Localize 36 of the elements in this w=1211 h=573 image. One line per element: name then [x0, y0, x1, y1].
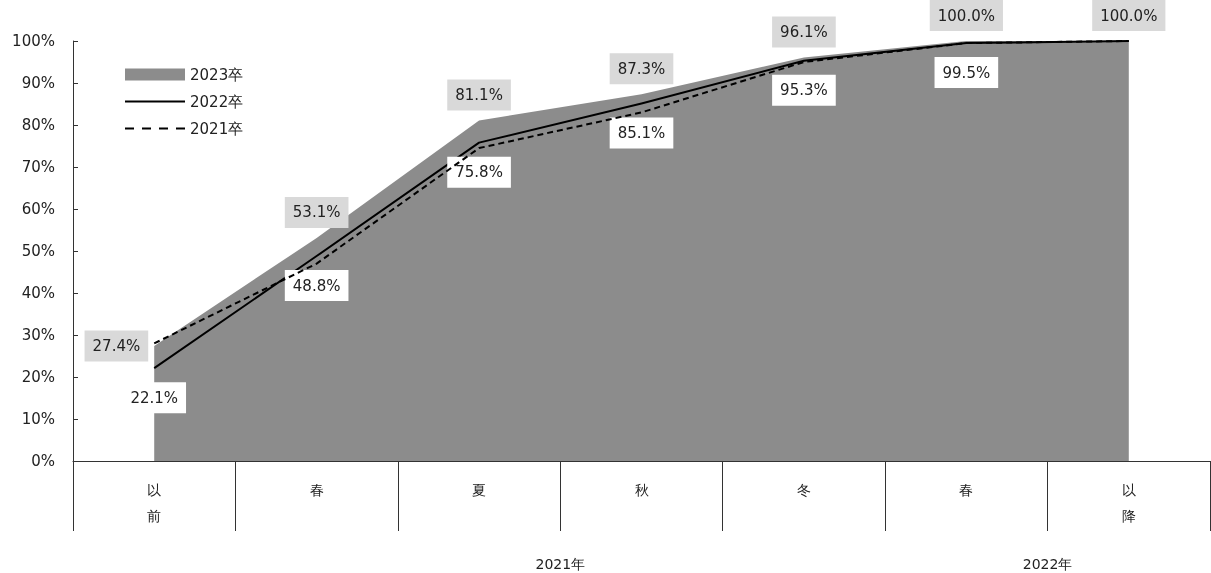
y-tick-label: 0% [31, 452, 55, 470]
data-label: 85.1% [617, 124, 666, 143]
data-label: 99.5% [942, 63, 991, 82]
y-tick-label: 100% [12, 32, 55, 50]
x-tick-label: 夏 [472, 482, 487, 498]
data-label: 100.0% [937, 6, 995, 25]
x-tick-label: 秋 [634, 482, 649, 498]
text: 2022年 [1022, 556, 1073, 572]
data-label: 53.1% [292, 203, 341, 222]
data-label: 27.4% [92, 336, 141, 355]
y-tick-label: 60% [21, 200, 55, 218]
y-tick-label: 40% [21, 284, 55, 302]
y-tick-label: 30% [21, 326, 55, 344]
y-tick-label: 70% [21, 158, 55, 176]
y-tick-label: 50% [21, 242, 55, 260]
legend-label: 2023卒 [190, 65, 244, 84]
y-tick-label: 80% [21, 116, 55, 134]
x-tick-label: 春 [309, 482, 324, 498]
legend-label: 2021卒 [190, 119, 244, 138]
legend-label: 2022卒 [190, 92, 244, 111]
y-tick-label: 10% [21, 410, 55, 428]
x-tick-label: 以前 [147, 482, 162, 524]
data-label: 100.0% [1100, 6, 1158, 25]
x-tick-label: 以降 [1121, 482, 1136, 524]
data-label: 87.3% [617, 59, 666, 78]
y-tick-label: 90% [21, 74, 55, 92]
text: 2021年 [535, 556, 586, 572]
x-tick-label: 冬 [796, 482, 811, 498]
data-label: 96.1% [780, 22, 828, 41]
x-tick-label: 春 [959, 482, 974, 498]
data-label: 48.8% [292, 276, 341, 295]
data-label: 75.8% [455, 163, 503, 182]
data-label: 95.3% [780, 81, 828, 100]
data-label: 22.1% [130, 388, 179, 407]
y-tick-label: 20% [21, 368, 55, 386]
data-label: 81.1% [455, 85, 503, 104]
